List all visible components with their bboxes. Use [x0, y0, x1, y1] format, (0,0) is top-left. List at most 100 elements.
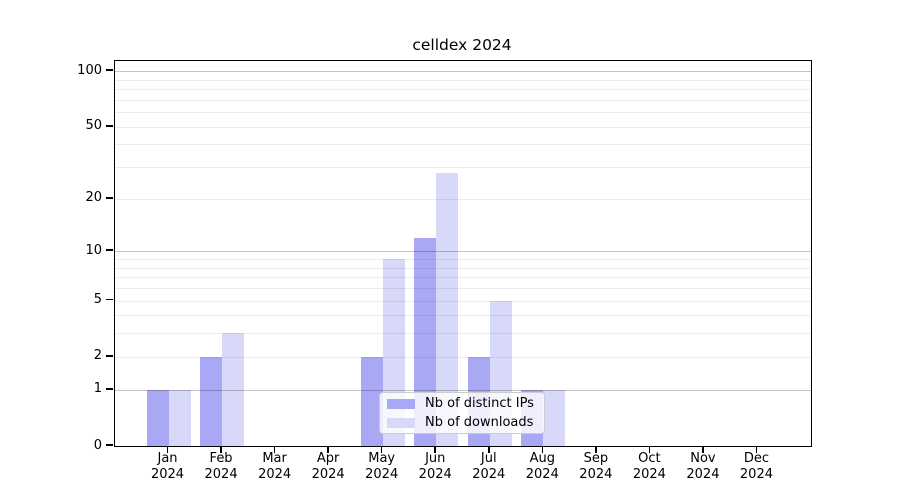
- x-label-month: May: [368, 451, 396, 466]
- gridline-minor: [115, 300, 811, 302]
- y-tick: [106, 298, 113, 301]
- gridline-minor: [115, 144, 811, 146]
- bar-downloads-jan: [168, 389, 191, 446]
- y-tick-label: 0: [93, 437, 102, 453]
- y-tick: [106, 387, 113, 390]
- x-tick: [755, 446, 758, 453]
- legend: Nb of distinct IPs Nb of downloads: [379, 392, 545, 434]
- x-label-year: 2024: [472, 467, 506, 482]
- x-label-year: 2024: [579, 467, 613, 482]
- x-tick: [648, 446, 651, 453]
- plot-area: [114, 60, 812, 447]
- gridline-minor: [115, 259, 811, 261]
- x-tick-label: May 2024: [347, 451, 417, 483]
- x-tick: [220, 446, 222, 453]
- legend-item-distinct-ips: Nb of distinct IPs: [380, 396, 544, 411]
- gridline-minor: [115, 267, 811, 269]
- gridline-minor: [115, 356, 811, 358]
- gridline-minor: [115, 198, 811, 200]
- x-label-month: Mar: [262, 451, 287, 466]
- x-label-year: 2024: [632, 467, 666, 482]
- bar-distinct-ips-feb: [200, 356, 223, 446]
- gridline-minor: [115, 79, 811, 81]
- x-tick-label: Mar 2024: [240, 451, 310, 483]
- gridline-major: [115, 71, 811, 73]
- y-tick: [106, 354, 113, 357]
- gridline-minor: [115, 287, 811, 289]
- gridline-minor: [115, 126, 811, 128]
- x-tick-label: Jun 2024: [400, 451, 470, 483]
- x-tick: [166, 446, 169, 453]
- x-label-year: 2024: [311, 467, 345, 482]
- bar-downloads-jun: [436, 172, 459, 446]
- gridline-minor: [115, 89, 811, 91]
- x-label-month: Apr: [316, 451, 340, 466]
- y-tick-label: 100: [77, 62, 102, 78]
- gridline-minor: [115, 315, 811, 317]
- y-tick: [106, 196, 113, 199]
- y-tick: [106, 444, 113, 446]
- bar-downloads-aug: [543, 389, 566, 446]
- bar-downloads-feb: [222, 333, 245, 446]
- x-tick: [702, 446, 704, 453]
- x-label-year: 2024: [150, 467, 185, 482]
- gridline-minor: [115, 167, 811, 169]
- gridline-minor: [115, 112, 811, 114]
- y-tick-label: 20: [85, 190, 102, 206]
- gridline-minor: [115, 99, 811, 101]
- x-tick-label: Jul 2024: [454, 451, 524, 483]
- x-tick-label: Jan 2024: [133, 451, 203, 483]
- legend-label-downloads: Nb of downloads: [425, 415, 534, 430]
- x-tick: [380, 446, 383, 453]
- x-label-month: Oct: [638, 451, 661, 466]
- legend-swatch-downloads-icon: [387, 417, 415, 428]
- bar-distinct-ips-jan: [146, 389, 169, 446]
- y-tick-label: 50: [85, 118, 102, 134]
- x-tick: [487, 446, 490, 453]
- x-label-month: Feb: [209, 451, 233, 466]
- legend-label-distinct-ips: Nb of distinct IPs: [425, 396, 534, 411]
- x-tick-label: Aug 2024: [507, 451, 577, 483]
- gridline-minor: [115, 277, 811, 279]
- x-label-year: 2024: [686, 467, 720, 482]
- x-label-month: Aug: [529, 451, 555, 466]
- x-tick: [595, 446, 597, 453]
- x-tick-label: Dec 2024: [721, 451, 791, 483]
- y-tick-label: 10: [85, 242, 102, 258]
- x-label-year: 2024: [204, 467, 238, 482]
- gridline-major: [115, 251, 811, 253]
- x-tick: [541, 446, 544, 453]
- x-label-month: Jul: [480, 451, 497, 466]
- y-tick-label: 1: [93, 381, 102, 397]
- x-label-month: Jan: [157, 451, 178, 466]
- x-tick: [434, 446, 437, 453]
- x-tick-label: Sep 2024: [561, 451, 631, 483]
- x-label-month: Nov: [690, 451, 716, 466]
- y-tick: [106, 69, 113, 72]
- x-label-month: Dec: [743, 451, 770, 466]
- x-label-month: Sep: [583, 451, 609, 466]
- x-tick-label: Feb 2024: [186, 451, 256, 483]
- x-tick-label: Nov 2024: [668, 451, 738, 483]
- x-label-year: 2024: [739, 467, 773, 482]
- x-tick-label: Oct 2024: [614, 451, 684, 483]
- legend-swatch-distinct-ips-icon: [387, 398, 415, 409]
- x-tick: [327, 446, 329, 453]
- chart-title: celldex 2024: [412, 36, 512, 54]
- y-tick: [106, 249, 113, 252]
- x-label-year: 2024: [418, 467, 452, 482]
- x-tick-label: Apr 2024: [293, 451, 363, 483]
- x-label-year: 2024: [525, 467, 559, 482]
- x-label-year: 2024: [365, 467, 399, 482]
- x-label-year: 2024: [258, 467, 292, 482]
- x-tick: [273, 446, 276, 453]
- gridline-major: [115, 389, 811, 391]
- legend-item-downloads: Nb of downloads: [380, 415, 544, 430]
- gridline-minor: [115, 333, 811, 335]
- bar-distinct-ips-may: [360, 356, 383, 446]
- x-label-month: Jun: [425, 451, 446, 466]
- y-tick: [106, 124, 113, 127]
- y-tick-label: 2: [93, 348, 102, 364]
- y-tick-label: 5: [93, 292, 102, 307]
